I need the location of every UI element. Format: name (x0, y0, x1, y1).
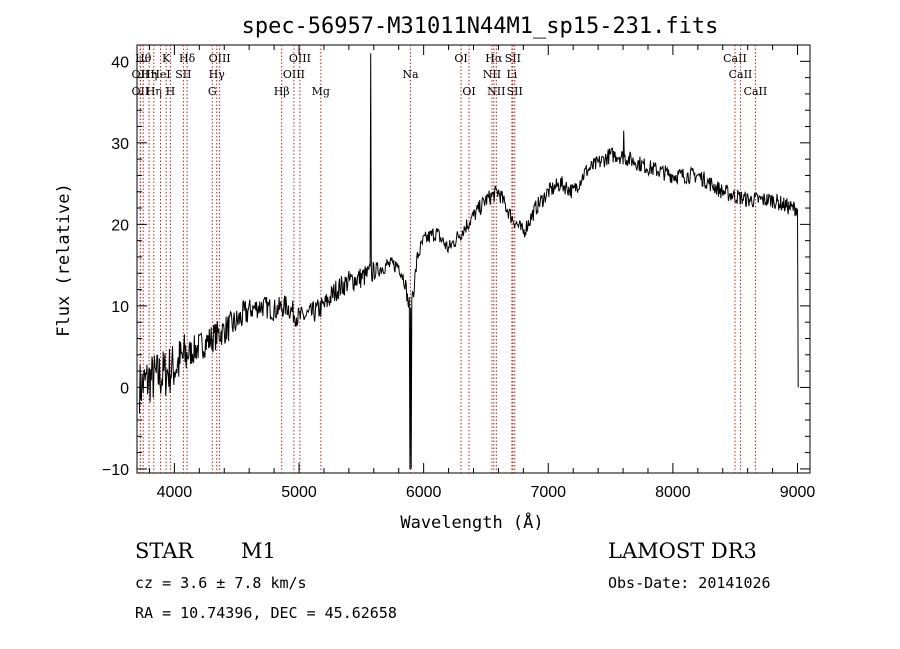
line-marker-label: G (208, 85, 217, 98)
line-marker-label: OIII (209, 52, 231, 65)
y-tick-label: 10 (111, 299, 129, 316)
object-class: STAR (135, 539, 194, 563)
line-marker-label: K (162, 52, 171, 65)
x-tick-label: 9000 (780, 484, 816, 501)
line-marker-label: Hγ (209, 68, 226, 81)
line-marker-label: CaII (723, 52, 747, 65)
line-marker-label: CaII (729, 68, 753, 81)
axis-tick-layer: 4000 5000 6000 7000 8000 9000 −10 0 10 20 30 40 (102, 45, 816, 501)
x-tick-label: 4000 (157, 484, 193, 501)
observation-date: Obs-Date: 20141026 (608, 574, 771, 592)
line-marker-label: H (166, 85, 176, 98)
y-axis-label: Flux (relative) (54, 183, 74, 337)
line-marker-label: Hδ (179, 52, 196, 65)
line-marker-label: NII (487, 85, 505, 98)
line-marker-layer: OIIOIIHθHηHηHeIKHSIIHδGHγOIIIHβOIIIOIIIM… (132, 45, 768, 473)
line-marker-label: NII (483, 68, 501, 81)
y-tick-label: 30 (111, 136, 129, 153)
line-marker-label: OI (454, 52, 467, 65)
line-marker-label: HeI (150, 68, 170, 81)
plot-frame (136, 44, 811, 474)
line-marker-label: Hα (485, 52, 503, 65)
line-marker-label: Mg (312, 85, 330, 98)
survey-name: LAMOST DR3 (608, 539, 757, 563)
line-marker-label: CaII (744, 85, 768, 98)
x-tick-label: 5000 (281, 484, 317, 501)
line-marker-label: OII (132, 85, 150, 98)
x-tick-label: 7000 (530, 484, 566, 501)
line-marker-label: SII (175, 68, 191, 81)
y-tick-label: 0 (120, 380, 129, 397)
line-marker-label: OIII (283, 68, 305, 81)
line-marker-label: SII (505, 52, 521, 65)
redshift-value: cz = 3.6 ± 7.8 km/s (135, 574, 307, 592)
spectrum-line (139, 53, 799, 469)
line-marker-label: Hη (141, 68, 157, 81)
line-marker-label: Li (506, 68, 517, 81)
line-marker-label: SII (507, 85, 523, 98)
object-subclass: M1 (241, 539, 276, 563)
chart-title: spec-56957-M31011N44M1_sp15-231.fits (242, 14, 719, 39)
x-tick-label: 6000 (406, 484, 442, 501)
line-marker-label: OIII (289, 52, 311, 65)
coordinates: RA = 10.74396, DEC = 45.62658 (135, 604, 397, 622)
line-marker-label: Hη (146, 85, 162, 98)
line-marker-label: OI (462, 85, 475, 98)
x-axis-label: Wavelength (Å) (400, 511, 543, 533)
y-tick-label: 20 (111, 217, 129, 234)
x-tick-label: 8000 (655, 484, 691, 501)
line-marker-label: Na (402, 68, 419, 81)
y-tick-label: 40 (111, 54, 129, 71)
line-marker-label: Hβ (274, 85, 290, 98)
y-tick-label: −10 (102, 462, 129, 479)
